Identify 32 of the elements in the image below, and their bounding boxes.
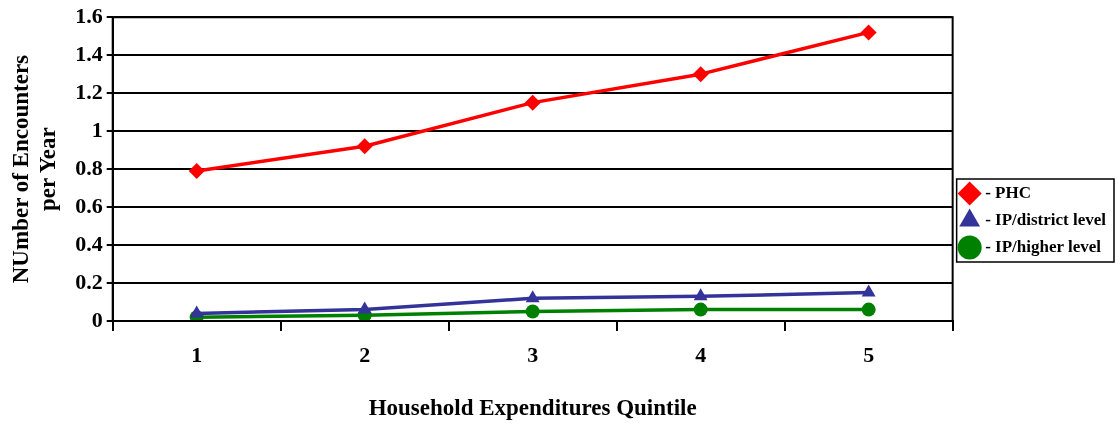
- y-tick-label: 0.8: [75, 154, 103, 180]
- point: [188, 163, 205, 179]
- legend-label: - PHC: [985, 182, 1031, 202]
- x-tick-label: 3: [527, 341, 539, 367]
- y-tick-label: 1.4: [75, 40, 103, 66]
- legend-label: - IP/higher level: [985, 236, 1102, 256]
- point: [693, 288, 708, 301]
- point: [356, 138, 373, 155]
- y-tick-label: 1.6: [75, 2, 103, 28]
- y-tick-label: 1.2: [75, 78, 103, 104]
- y-tick-label: 0.2: [75, 268, 103, 294]
- point: [693, 302, 708, 317]
- point: [861, 302, 876, 317]
- y-axis-title: NUmber of Encounters per Year: [7, 54, 61, 284]
- point: [861, 284, 876, 297]
- point: [524, 94, 541, 111]
- point: [860, 24, 877, 41]
- x-tick-label: 5: [863, 341, 875, 367]
- point: [189, 305, 204, 318]
- point: [525, 304, 540, 319]
- x-axis-title: Household Expenditures Quintile: [368, 395, 697, 421]
- y-tick-label: 1: [91, 116, 103, 142]
- y-tick-label: 0.4: [75, 230, 103, 256]
- point: [525, 290, 540, 303]
- y-tick-label: 0.6: [75, 192, 103, 218]
- x-tick-label: 4: [695, 341, 707, 367]
- x-tick-label: 1: [191, 341, 203, 367]
- point: [357, 301, 372, 314]
- point: [692, 66, 709, 83]
- x-tick-label: 2: [359, 341, 371, 367]
- legend-label: - IP/district level: [985, 209, 1107, 229]
- y-tick-label: 0: [91, 306, 103, 332]
